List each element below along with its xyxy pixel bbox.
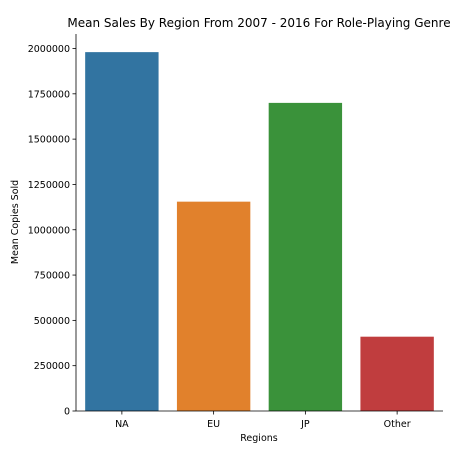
x-tick-label: NA	[115, 419, 129, 430]
y-tick-label: 0	[64, 407, 70, 418]
y-tick-label: 2000000	[28, 44, 70, 55]
x-ticks-group: NA EU JP Other	[115, 411, 411, 430]
bar-eu	[176, 201, 251, 411]
y-tick-label: 500000	[34, 316, 70, 327]
bar-jp	[268, 102, 343, 412]
bar-other	[360, 336, 434, 411]
y-axis-label: Mean Copies Sold	[10, 180, 21, 264]
x-axis-label: Regions	[240, 433, 278, 444]
x-tick-label: JP	[300, 419, 310, 430]
y-tick-label: 1750000	[28, 89, 70, 100]
y-tick-label: 1000000	[28, 225, 70, 236]
x-tick-label: Other	[384, 419, 411, 430]
y-tick-label: 1250000	[28, 180, 70, 191]
y-tick-label: 750000	[34, 271, 70, 282]
y-tick-label: 1500000	[28, 135, 70, 146]
chart-title: Mean Sales By Region From 2007 - 2016 Fo…	[67, 16, 450, 30]
bar-na	[85, 52, 159, 412]
y-tick-label: 250000	[34, 361, 70, 372]
bars-group	[85, 52, 434, 412]
x-tick-label: EU	[207, 419, 220, 430]
y-ticks-group: 0 250000 500000 750000 1000000 1250000 1500000…	[28, 44, 76, 418]
